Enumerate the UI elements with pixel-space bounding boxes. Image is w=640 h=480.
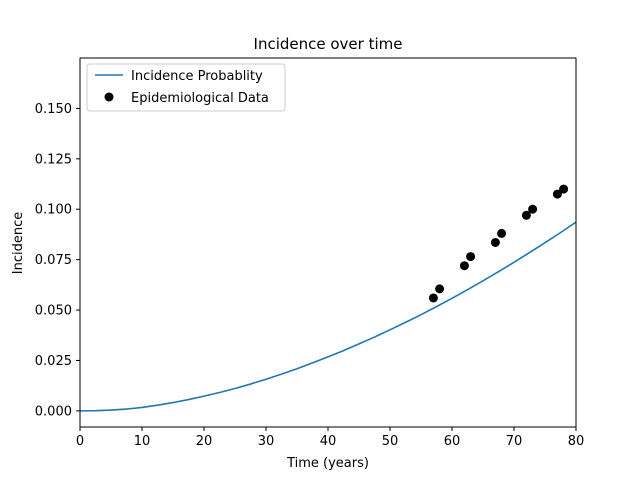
- data-point: [490, 238, 500, 247]
- legend-box: [86, 63, 286, 112]
- x-tick-label: 40: [320, 434, 337, 449]
- data-point: [552, 189, 562, 199]
- y-tick-label: 0.150: [35, 102, 72, 117]
- x-tick-label: 10: [134, 434, 151, 449]
- y-axis-label: Incidence: [11, 212, 26, 274]
- x-tick-label: 70: [506, 434, 523, 449]
- series-line-incidence-probablity: [79, 221, 577, 412]
- x-tick-label: 30: [258, 434, 275, 449]
- chart-title: Incidence over time: [254, 35, 403, 53]
- x-tick-label: 20: [196, 434, 213, 449]
- y-tick-label: 0.050: [35, 304, 72, 319]
- plot-border: [79, 57, 577, 428]
- x-tick-label: 80: [568, 434, 585, 449]
- y-tick-label: 0.025: [35, 354, 72, 369]
- y-tick-label: 0.075: [35, 253, 72, 268]
- data-point: [466, 252, 476, 262]
- y-axis-ticks: 0.000 0.025 0.050 0.075 0.100 0.125 0.150: [35, 102, 80, 419]
- x-tick-label: 0: [76, 434, 84, 449]
- series-layer: [79, 184, 577, 412]
- y-tick-label: 0.100: [35, 203, 72, 218]
- y-tick-label: 0.125: [35, 152, 72, 167]
- legend-entry-scatter: Epidemiological Data: [131, 91, 269, 106]
- data-point: [521, 210, 531, 220]
- data-point: [497, 228, 507, 238]
- x-tick-label: 50: [382, 434, 399, 449]
- y-tick-label: 0.000: [35, 404, 72, 419]
- data-point: [528, 204, 538, 214]
- x-axis-ticks: 0 10 20 30 40 50 60 70 80: [76, 427, 584, 449]
- legend-marker-swatch: [104, 92, 114, 102]
- x-tick-label: 60: [444, 434, 461, 449]
- data-point: [428, 293, 438, 303]
- legend-entry-line: Incidence Probablity: [131, 69, 263, 84]
- data-point: [435, 284, 445, 294]
- x-axis-label: Time (years): [286, 456, 369, 471]
- legend: Incidence Probablity Epidemiological Dat…: [86, 63, 286, 112]
- plot-area: [80, 58, 576, 427]
- data-point: [459, 261, 469, 271]
- data-point: [559, 184, 569, 194]
